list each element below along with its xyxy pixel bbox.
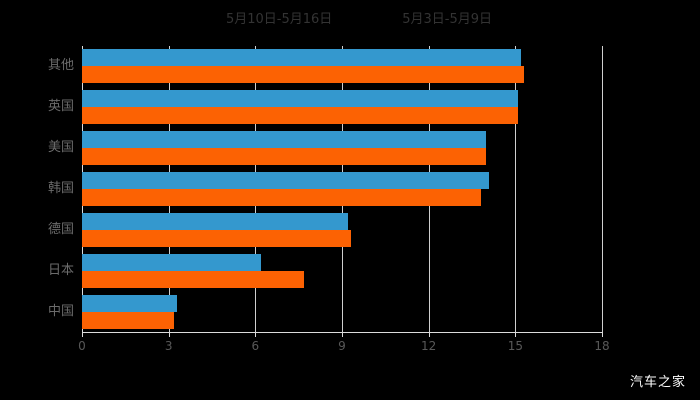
x-tick-12 [428, 332, 430, 337]
bar[interactable] [82, 148, 487, 166]
watermark: 汽车之家 [629, 375, 686, 390]
bar[interactable] [82, 66, 524, 84]
y-axis-label-6: 中国 [47, 303, 74, 319]
x-tick-3 [168, 332, 170, 337]
bar[interactable] [82, 107, 519, 125]
bar[interactable] [82, 90, 519, 108]
gridline-x-18 [602, 46, 603, 332]
y-axis-label-2: 美国 [47, 140, 74, 156]
x-tick-label-18: 18 [594, 339, 610, 353]
y-axis-label-0: 其他 [47, 58, 74, 74]
x-tick-6 [255, 332, 257, 337]
legend-marker-circle-icon [208, 14, 219, 25]
bar-group [82, 131, 602, 166]
bar-group [82, 294, 602, 329]
chart-plot-area [82, 46, 603, 332]
gridline-x-15 [515, 46, 517, 332]
legend-item-series-1[interactable]: 5月10日-5月16日 [208, 13, 332, 26]
bar[interactable] [82, 294, 178, 312]
x-tick-label-15: 15 [507, 339, 523, 353]
x-tick-label-0: 0 [78, 339, 86, 353]
bar-group [82, 172, 602, 206]
y-axis-label-4: 德国 [47, 221, 74, 237]
x-tick-0 [82, 332, 83, 337]
bar-group [82, 90, 602, 125]
chart-legend: 5月10日-5月16日 5月3日-5月9日 [0, 8, 700, 30]
y-axis-category-labels: 其他英国美国韩国德国日本中国 [0, 46, 74, 332]
legend-label-series-2: 5月3日-5月9日 [402, 11, 493, 27]
bar[interactable] [82, 270, 305, 288]
bar[interactable] [82, 212, 348, 230]
legend-label-series-1: 5月10日-5月16日 [225, 11, 333, 27]
bar[interactable] [82, 189, 481, 206]
bar-group [82, 212, 602, 247]
y-axis-label-3: 韩国 [47, 181, 74, 196]
y-axis-label-1: 英国 [47, 99, 74, 115]
x-tick-label-12: 12 [421, 339, 437, 353]
x-tick-label-9: 9 [338, 339, 346, 353]
bar-group [82, 49, 602, 84]
bar[interactable] [82, 172, 490, 189]
x-tick-18 [602, 332, 603, 337]
x-tick-15 [515, 332, 517, 337]
bar[interactable] [82, 311, 175, 329]
x-tick-9 [342, 332, 343, 337]
x-axis: 0 3 6 9 12 15 18 [78, 332, 610, 358]
bar-group [82, 253, 602, 288]
x-tick-label-3: 3 [164, 339, 173, 353]
legend-item-series-2[interactable]: 5月3日-5月9日 [384, 13, 492, 26]
bar[interactable] [82, 49, 522, 67]
bar[interactable] [82, 229, 351, 247]
legend-marker-square-icon [384, 14, 395, 25]
bar[interactable] [82, 253, 262, 271]
y-axis-label-5: 日本 [47, 262, 74, 278]
x-tick-label-6: 6 [251, 339, 260, 353]
bar[interactable] [82, 131, 487, 149]
